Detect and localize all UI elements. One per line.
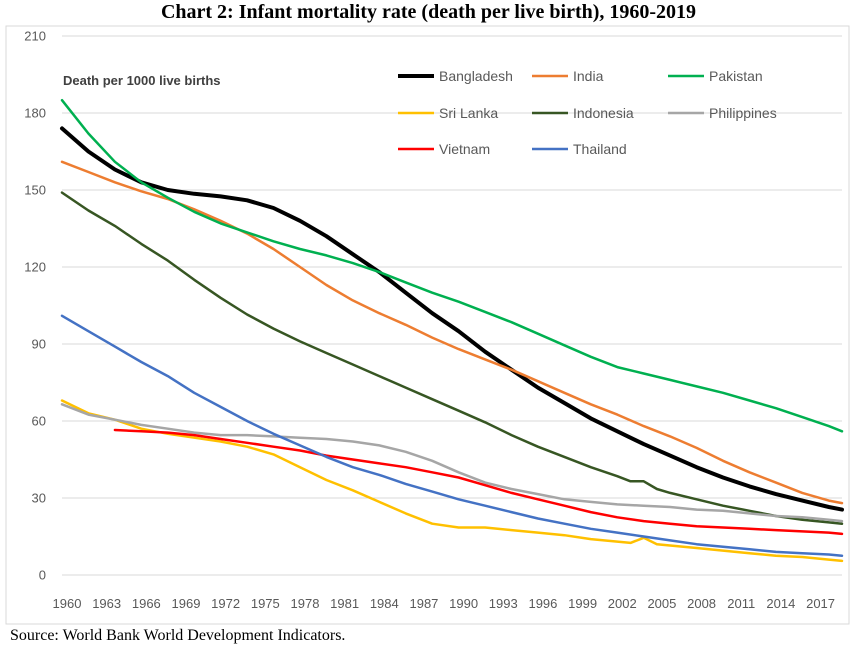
y-tick-label: 150 <box>24 183 46 198</box>
y-axis-ticks: 0 30 60 90 120 150 180 210 <box>24 29 46 583</box>
x-tick-label: 1975 <box>251 596 280 611</box>
x-tick-label: 2017 <box>806 596 835 611</box>
series-line-sri-lanka <box>60 399 844 563</box>
series-line-philippines <box>60 403 844 523</box>
y-tick-label: 120 <box>24 260 46 275</box>
chart-title: Chart 2: Infant mortality rate (death pe… <box>160 1 697 23</box>
x-tick-label: 1987 <box>409 596 438 611</box>
x-tick-label: 2005 <box>647 596 676 611</box>
x-tick-label: 2014 <box>766 596 795 611</box>
y-tick-label: 60 <box>32 414 46 429</box>
x-tick-label: 1984 <box>370 596 399 611</box>
plot-frame <box>5 25 850 625</box>
legend-label-thailand: Thailand <box>573 141 627 157</box>
legend-label-bangladesh: Bangladesh <box>439 68 513 84</box>
series-lines <box>60 98 844 563</box>
legend-label-vietnam: Vietnam <box>439 141 490 157</box>
x-axis-ticks: 1960 1963 1966 1969 1972 1975 1978 1981 1984 1987… <box>53 596 835 611</box>
x-tick-label: 1981 <box>330 596 359 611</box>
x-tick-label: 1999 <box>568 596 597 611</box>
y-tick-label: 90 <box>32 337 46 352</box>
series-line-thailand <box>60 314 844 558</box>
series-line-pakistan <box>60 98 844 433</box>
y-tick-label: 30 <box>32 491 46 506</box>
x-tick-label: 1972 <box>211 596 240 611</box>
legend: Bangladesh India Pakistan Sri Lanka Indonesi… <box>398 68 777 157</box>
x-tick-label: 1990 <box>449 596 478 611</box>
x-tick-label: 1996 <box>528 596 557 611</box>
series-line-bangladesh <box>60 126 844 512</box>
legend-label-pakistan: Pakistan <box>709 68 763 84</box>
legend-label-indonesia: Indonesia <box>573 105 634 121</box>
x-tick-label: 1969 <box>172 596 201 611</box>
legend-label-india: India <box>573 68 604 84</box>
x-tick-label: 1960 <box>53 596 82 611</box>
legend-label-sri-lanka: Sri Lanka <box>439 105 498 121</box>
x-tick-label: 1963 <box>92 596 121 611</box>
y-tick-label: 0 <box>39 568 46 583</box>
x-tick-label: 2002 <box>608 596 637 611</box>
y-tick-label: 210 <box>24 29 46 44</box>
y-tick-label: 180 <box>24 106 46 121</box>
series-line-vietnam <box>113 428 844 536</box>
legend-label-philippines: Philippines <box>709 105 777 121</box>
y-axis-label: Death per 1000 live births <box>63 73 221 88</box>
series-line-indonesia <box>60 191 844 525</box>
x-tick-label: 2008 <box>687 596 716 611</box>
x-tick-label: 1966 <box>132 596 161 611</box>
source-note: Source: World Bank World Development Ind… <box>10 627 346 644</box>
x-tick-label: 2011 <box>727 596 755 611</box>
x-tick-label: 1978 <box>291 596 320 611</box>
series-line-india <box>60 160 844 505</box>
x-tick-label: 1993 <box>489 596 518 611</box>
